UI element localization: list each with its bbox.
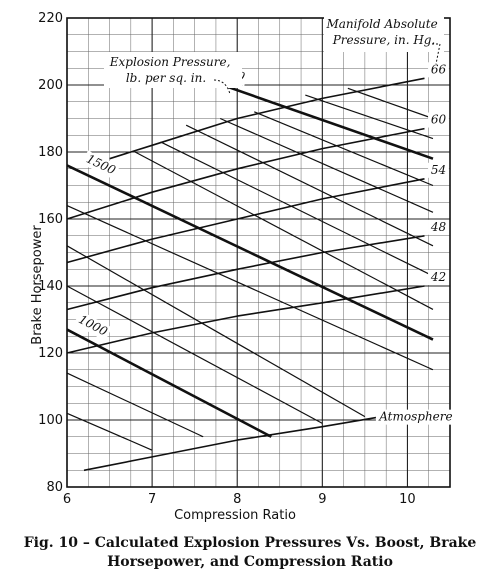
curve-label-48: 48 bbox=[428, 219, 449, 235]
x-tick-label: 9 bbox=[318, 492, 326, 507]
curve-label-atmosphere-text: Atmosphere bbox=[378, 410, 452, 424]
x-tick-label: 10 bbox=[399, 492, 416, 507]
caption-line-2: Horsepower, and Compression Ratio bbox=[107, 554, 393, 570]
explosion-pressure-line-1000 bbox=[66, 328, 272, 438]
y-tick-label: 100 bbox=[38, 413, 63, 428]
manifold-title-line-2: Pressure, in. Hg. bbox=[332, 33, 436, 47]
curve-label-atmosphere-backdrop bbox=[375, 409, 456, 425]
explosion-pressure-line bbox=[134, 151, 434, 310]
manifold-pressure-curve-60 bbox=[66, 127, 425, 220]
explosion-label-1000-backdrop bbox=[73, 310, 113, 341]
x-tick-label: 6 bbox=[63, 492, 71, 507]
y-tick-label: 180 bbox=[38, 145, 63, 160]
curve-label-60: 60 bbox=[428, 112, 449, 128]
manifold-pointer bbox=[432, 43, 441, 65]
chart: 6 7 8 9 10 80 100 120 140 160 180 200 220 Atmosphere… bbox=[30, 11, 456, 523]
explosion-title-backdrop bbox=[104, 52, 242, 88]
explosion-pressure-line bbox=[254, 111, 434, 187]
curve-label-42-backdrop bbox=[428, 270, 449, 285]
explosion-pressure-line bbox=[185, 124, 434, 247]
explosion-pressure-line bbox=[66, 412, 153, 451]
manifold-title-line-1: Manifold Absolute bbox=[325, 17, 437, 31]
explosion-pressure-line bbox=[66, 372, 204, 438]
explosion-label-1000-text: 1000 bbox=[76, 312, 110, 339]
curve-label-48-text: 48 bbox=[430, 220, 447, 234]
y-tick-label: 140 bbox=[38, 279, 63, 294]
explosion-label-1500-text: 1500 bbox=[84, 152, 118, 178]
curve-label-66-text: 66 bbox=[431, 62, 447, 76]
y-tick-label: 80 bbox=[46, 480, 63, 495]
curve-label-60-backdrop bbox=[428, 112, 449, 128]
explosion-pressure-minor-lines bbox=[66, 87, 434, 451]
x-tick-label: 7 bbox=[148, 492, 156, 507]
caption-line-1: Fig. 10 – Calculated Explosion Pressures… bbox=[23, 535, 477, 551]
curve-label-66-backdrop bbox=[428, 62, 449, 78]
y-tick-label: 120 bbox=[38, 346, 63, 361]
curve-label-54-text: 54 bbox=[431, 163, 446, 177]
figure-caption: Fig. 10 – Calculated Explosion Pressures… bbox=[0, 534, 500, 572]
y-axis-title: Brake Horsepower bbox=[30, 225, 45, 345]
explosion-title-line-2: lb. per sq. in. bbox=[126, 71, 206, 85]
curve-label-54-backdrop bbox=[428, 162, 449, 178]
plot-frame bbox=[66, 17, 451, 488]
manifold-pressure-title: Manifold Absolute Pressure, in. Hg. bbox=[325, 17, 441, 47]
explosion-pressure-major-lines bbox=[66, 77, 434, 438]
explosion-label-1500-backdrop bbox=[81, 150, 121, 180]
curve-label-42-text: 42 bbox=[430, 270, 446, 284]
manifold-pressure-curves bbox=[66, 77, 425, 472]
curve-label-54: 54 bbox=[428, 162, 449, 178]
manifold-pressure-curve-48 bbox=[66, 235, 425, 311]
explosion-pointer bbox=[213, 79, 231, 95]
explosion-pressure-line bbox=[347, 87, 434, 120]
tick-labels: 6 7 8 9 10 80 100 120 140 160 180 200 220 bbox=[38, 11, 416, 507]
explosion-pressure-line bbox=[219, 117, 434, 213]
explosion-pressure-title: Explosion Pressure, lb. per sq. in. bbox=[109, 55, 234, 85]
explosion-pressure-line bbox=[66, 205, 434, 371]
curve-label-42: 42 bbox=[428, 270, 449, 285]
y-tick-label: 200 bbox=[38, 78, 63, 93]
explosion-title-line-1: Explosion Pressure, bbox=[109, 55, 231, 69]
x-tick-label: 8 bbox=[233, 492, 241, 507]
manifold-pressure-curve-42 bbox=[66, 285, 425, 354]
curve-label-66: 66 bbox=[428, 62, 449, 78]
curve-label-48-backdrop bbox=[428, 219, 449, 235]
manifold-pressure-curve-66 bbox=[109, 77, 425, 160]
y-tick-label: 220 bbox=[38, 11, 63, 26]
explosion-pressure-line-2000 bbox=[202, 77, 434, 160]
manifold-pressure-curve-54 bbox=[66, 178, 425, 264]
manifold-pressure-curve-atmosphere bbox=[83, 415, 383, 472]
y-tick-label: 160 bbox=[38, 212, 63, 227]
explosion-pressure-line-1500 bbox=[66, 164, 434, 341]
explosion-pressure-line bbox=[66, 245, 366, 418]
curve-label-atmosphere: Atmosphere bbox=[375, 409, 456, 425]
explosion-pressure-line bbox=[160, 141, 434, 277]
curve-label-60-text: 60 bbox=[431, 113, 447, 127]
explosion-pressure-line bbox=[66, 285, 323, 424]
x-axis-title: Compression Ratio bbox=[174, 508, 296, 523]
manifold-title-backdrop bbox=[324, 12, 444, 52]
